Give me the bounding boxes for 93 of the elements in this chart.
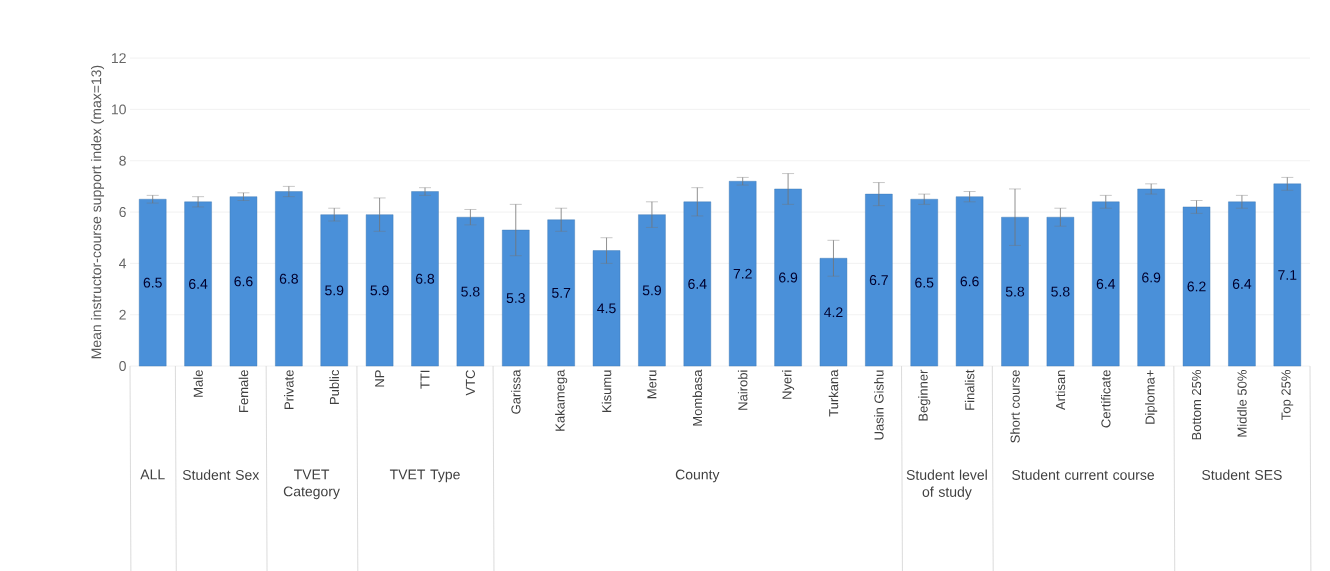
data-label: 6.4 [1096, 278, 1116, 289]
data-label: 6.9 [779, 272, 798, 283]
data-label: 4.5 [597, 303, 616, 314]
text: Student current course [1012, 469, 1155, 480]
x-tick-label: Diploma+ [1145, 370, 1158, 424]
x-tick-label: Bottom 25% [1191, 370, 1202, 440]
text: Student SES [1202, 469, 1282, 480]
y-tick-label: 0 [119, 361, 126, 372]
data-label: 6.7 [869, 275, 888, 286]
x-tick-label: Middle 50% [1237, 370, 1247, 437]
y-axis-title: Mean instructor-course support index (max=13) [90, 65, 105, 359]
x-tick-label: Male [193, 370, 203, 397]
data-label: 5.8 [461, 286, 480, 297]
data-label: 6.5 [915, 277, 934, 288]
x-tick-label: TTI [420, 370, 430, 389]
bar [638, 214, 666, 367]
bar [365, 214, 394, 367]
x-tick-label: Female [238, 370, 249, 412]
x-tick-label: Short course [1010, 370, 1020, 443]
bar [592, 250, 621, 367]
x-tick-label: Kisumu [601, 370, 612, 412]
x-tick-label: Nyeri [782, 370, 795, 399]
y-tick-label: 4 [119, 258, 127, 269]
bar [502, 229, 530, 367]
text: TVET Category [283, 469, 340, 500]
text: Student Sex [182, 469, 260, 480]
x-tick-label: Certificate [1100, 370, 1111, 428]
data-label: 5.9 [642, 285, 661, 296]
bar [1046, 217, 1075, 367]
x-tick-label: Artisan [1055, 370, 1066, 411]
x-tick-label: NP [375, 370, 385, 387]
data-label: 5.9 [325, 285, 344, 296]
bar [456, 217, 485, 367]
data-label: 5.8 [1051, 286, 1070, 297]
data-label: 6.4 [688, 278, 707, 289]
bar [729, 181, 757, 367]
x-tick-label: Turkana [828, 369, 839, 417]
bar [774, 188, 802, 367]
data-label: 5.8 [1005, 286, 1025, 297]
x-tick-label: Kakamega [555, 369, 568, 431]
x-tick-label: Nairobi [737, 370, 748, 410]
bar [910, 199, 938, 367]
data-label: 6.6 [234, 276, 253, 287]
bar [1182, 206, 1211, 367]
y-tick-label: 10 [111, 104, 126, 115]
bar [683, 201, 712, 367]
bar [955, 196, 984, 367]
bar [184, 201, 212, 367]
bar [1092, 201, 1120, 367]
x-tick-label: Meru [647, 370, 657, 399]
data-label: 6.4 [189, 278, 208, 289]
bar [547, 219, 575, 367]
data-label: 6.4 [1232, 278, 1252, 289]
data-label: 4.2 [824, 307, 843, 318]
bar [1228, 201, 1256, 367]
bar [320, 214, 348, 367]
x-tick-label: Top 25% [1281, 370, 1294, 420]
data-label: 7.1 [1278, 270, 1297, 280]
x-tick-label: Beginner [918, 369, 931, 421]
bar [865, 193, 893, 367]
data-label: 7.2 [733, 268, 752, 279]
bar [139, 199, 167, 367]
text: TVET Type [389, 469, 460, 483]
x-tick-label: Finalist [964, 369, 975, 410]
bar [1273, 183, 1302, 367]
text: Student level of study [906, 469, 987, 500]
y-tick-label: 6 [119, 207, 126, 218]
text: ALL [140, 469, 165, 480]
bar [411, 191, 439, 367]
y-tick-label: 12 [111, 53, 126, 63]
y-tick-label: 2 [119, 309, 126, 320]
x-tick-label: VTC [465, 370, 475, 396]
data-label: 6.6 [960, 276, 979, 287]
data-label: 6.8 [279, 273, 298, 284]
data-label: 5.3 [506, 293, 525, 304]
bar [275, 191, 303, 367]
bar [1001, 217, 1029, 367]
bar [819, 258, 848, 367]
data-label: 5.7 [551, 288, 571, 298]
x-tick-label: Private [284, 370, 294, 409]
data-label: 6.2 [1187, 281, 1206, 292]
text: County [675, 469, 720, 483]
bar [229, 196, 258, 367]
y-tick-label: 8 [119, 155, 126, 166]
x-tick-label: Public [329, 369, 340, 404]
data-label: 6.9 [1142, 272, 1161, 283]
bar [1137, 188, 1165, 367]
x-tick-label: Garissa [510, 369, 521, 414]
data-label: 5.9 [370, 285, 389, 296]
x-tick-label: Uasin Gishu [874, 370, 884, 440]
data-label: 6.8 [415, 273, 435, 284]
x-tick-label: Mombasa [692, 369, 703, 426]
data-label: 6.5 [143, 277, 162, 288]
